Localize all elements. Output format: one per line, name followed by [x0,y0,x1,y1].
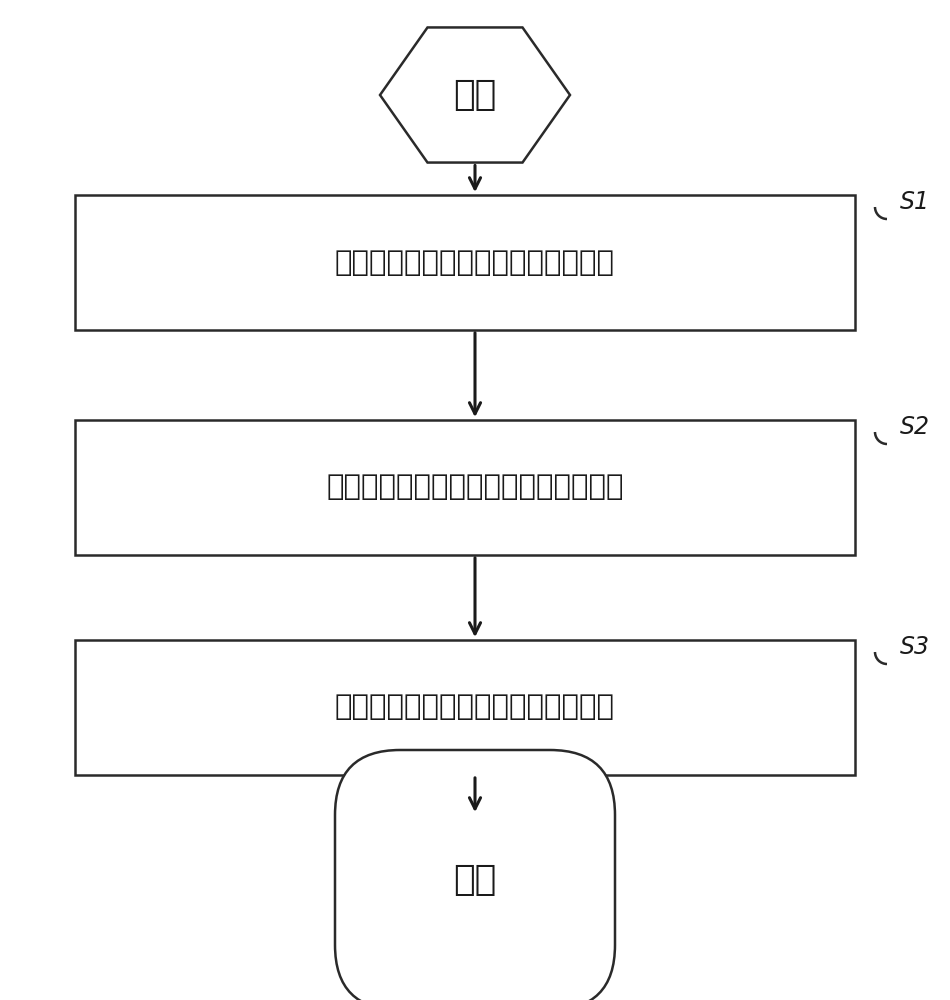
Text: S3: S3 [900,635,930,659]
Text: 判断性能参数是否在各自的预设范围内: 判断性能参数是否在各自的预设范围内 [326,474,624,502]
Bar [75,195,855,330]
FancyBboxPatch shape [335,750,615,1000]
Bar [75,640,855,775]
Polygon shape [380,27,570,163]
Text: S1: S1 [900,190,930,214]
Text: 实时获取注塑机的至少一个性能参数: 实时获取注塑机的至少一个性能参数 [335,248,615,276]
Text: 结束: 结束 [453,863,497,897]
Bar [75,420,855,555]
Text: 开始: 开始 [453,78,497,112]
Text: 分别显示对每个性能参数的判断结果: 分别显示对每个性能参数的判断结果 [335,694,615,722]
Text: S2: S2 [900,415,930,439]
